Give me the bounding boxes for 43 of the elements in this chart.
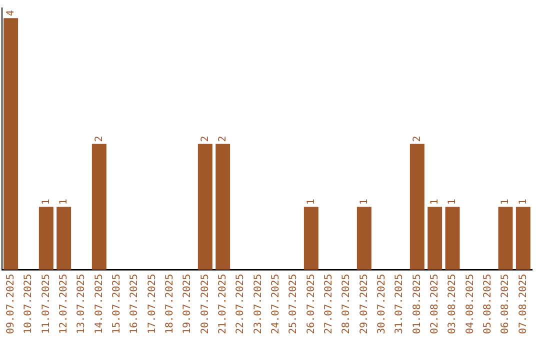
x-tick-label: 06.08.2025 bbox=[500, 274, 512, 334]
x-tick-label: 12.07.2025 bbox=[58, 274, 70, 334]
x-tick-label: 22.07.2025 bbox=[235, 274, 246, 334]
data-label: 1 bbox=[306, 198, 317, 205]
x-tick-label: 24.07.2025 bbox=[270, 274, 282, 334]
x-tick-label: 19.07.2025 bbox=[182, 274, 194, 334]
x-tick-label: 17.07.2025 bbox=[146, 274, 158, 334]
x-tick-label: 07.08.2025 bbox=[518, 274, 529, 334]
x-tick-label: 23.07.2025 bbox=[252, 274, 264, 334]
x-tick-label: 03.08.2025 bbox=[447, 274, 458, 334]
data-label: 1 bbox=[500, 198, 512, 205]
x-tick-label: 09.07.2025 bbox=[5, 274, 16, 334]
data-label: 2 bbox=[412, 136, 423, 142]
x-tick-label: 02.08.2025 bbox=[429, 274, 440, 334]
data-label: 1 bbox=[358, 198, 370, 205]
data-label: 1 bbox=[447, 198, 458, 205]
x-tick-label: 14.07.2025 bbox=[94, 274, 105, 334]
x-tick-label: 21.07.2025 bbox=[217, 274, 228, 334]
x-tick-label: 26.07.2025 bbox=[306, 274, 317, 334]
data-label: 2 bbox=[94, 136, 105, 142]
x-tick-label: 29.07.2025 bbox=[358, 274, 370, 334]
x-tick-label: 27.07.2025 bbox=[323, 274, 334, 334]
x-tick-label: 25.07.2025 bbox=[288, 274, 300, 334]
data-label: 2 bbox=[217, 136, 228, 142]
data-label: 1 bbox=[58, 198, 70, 205]
x-tick-label: 20.07.2025 bbox=[200, 274, 211, 334]
data-label: 2 bbox=[200, 136, 211, 142]
x-tick-label: 15.07.2025 bbox=[111, 274, 122, 334]
data-label: 1 bbox=[518, 198, 529, 205]
x-tick-label: 16.07.2025 bbox=[129, 274, 140, 334]
x-tick-label: 30.07.2025 bbox=[376, 274, 388, 334]
x-tick-label: 01.08.2025 bbox=[412, 274, 423, 334]
x-tick-label: 28.07.2025 bbox=[341, 274, 352, 334]
x-tick-label: 04.08.2025 bbox=[464, 274, 476, 334]
x-tick-label: 05.08.2025 bbox=[482, 274, 494, 334]
x-tick-label: 10.07.2025 bbox=[23, 274, 34, 334]
data-label: 4 bbox=[5, 10, 16, 16]
x-tick-label: 13.07.2025 bbox=[76, 274, 88, 334]
data-label: 1 bbox=[40, 198, 52, 205]
x-tick-label: 18.07.2025 bbox=[164, 274, 176, 334]
x-tick-label: 31.07.2025 bbox=[394, 274, 406, 334]
x-tick-label: 11.07.2025 bbox=[40, 274, 52, 334]
data-label: 1 bbox=[429, 198, 440, 205]
